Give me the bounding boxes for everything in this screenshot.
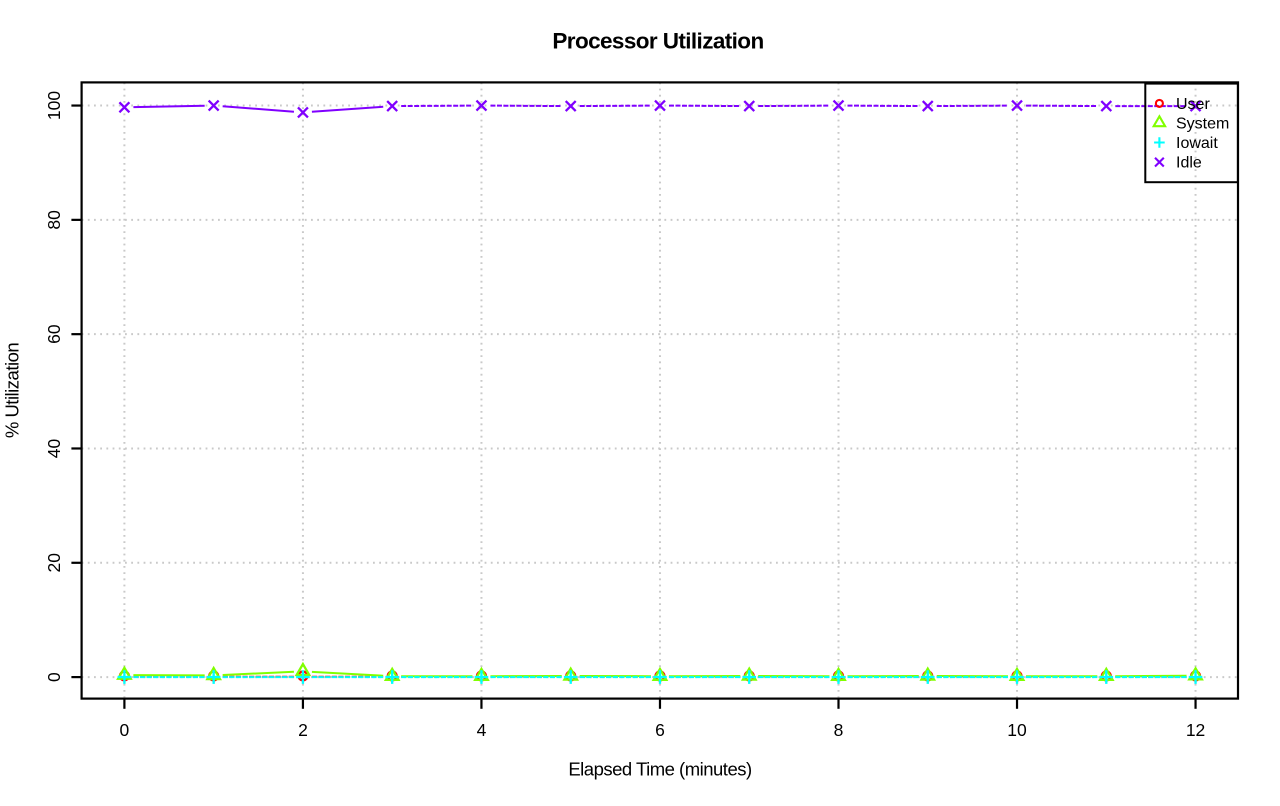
svg-text:80: 80 bbox=[44, 210, 64, 230]
svg-text:0: 0 bbox=[120, 720, 130, 740]
svg-text:User: User bbox=[1176, 96, 1210, 113]
svg-text:0: 0 bbox=[44, 672, 64, 682]
svg-text:Processor Utilization: Processor Utilization bbox=[552, 29, 763, 54]
svg-text:60: 60 bbox=[44, 324, 64, 344]
svg-text:20: 20 bbox=[44, 553, 64, 573]
svg-text:2: 2 bbox=[298, 720, 308, 740]
svg-text:6: 6 bbox=[655, 720, 665, 740]
svg-text:40: 40 bbox=[44, 438, 64, 458]
svg-text:% Utilization: % Utilization bbox=[2, 343, 23, 438]
svg-text:8: 8 bbox=[834, 720, 844, 740]
svg-text:10: 10 bbox=[1007, 720, 1027, 740]
svg-text:100: 100 bbox=[44, 91, 64, 120]
svg-text:System: System bbox=[1176, 116, 1229, 133]
svg-text:12: 12 bbox=[1186, 720, 1205, 740]
svg-text:4: 4 bbox=[477, 720, 487, 740]
svg-text:Elapsed Time (minutes): Elapsed Time (minutes) bbox=[568, 759, 752, 780]
svg-text:Iowait: Iowait bbox=[1176, 135, 1218, 152]
svg-text:Idle: Idle bbox=[1176, 155, 1202, 172]
